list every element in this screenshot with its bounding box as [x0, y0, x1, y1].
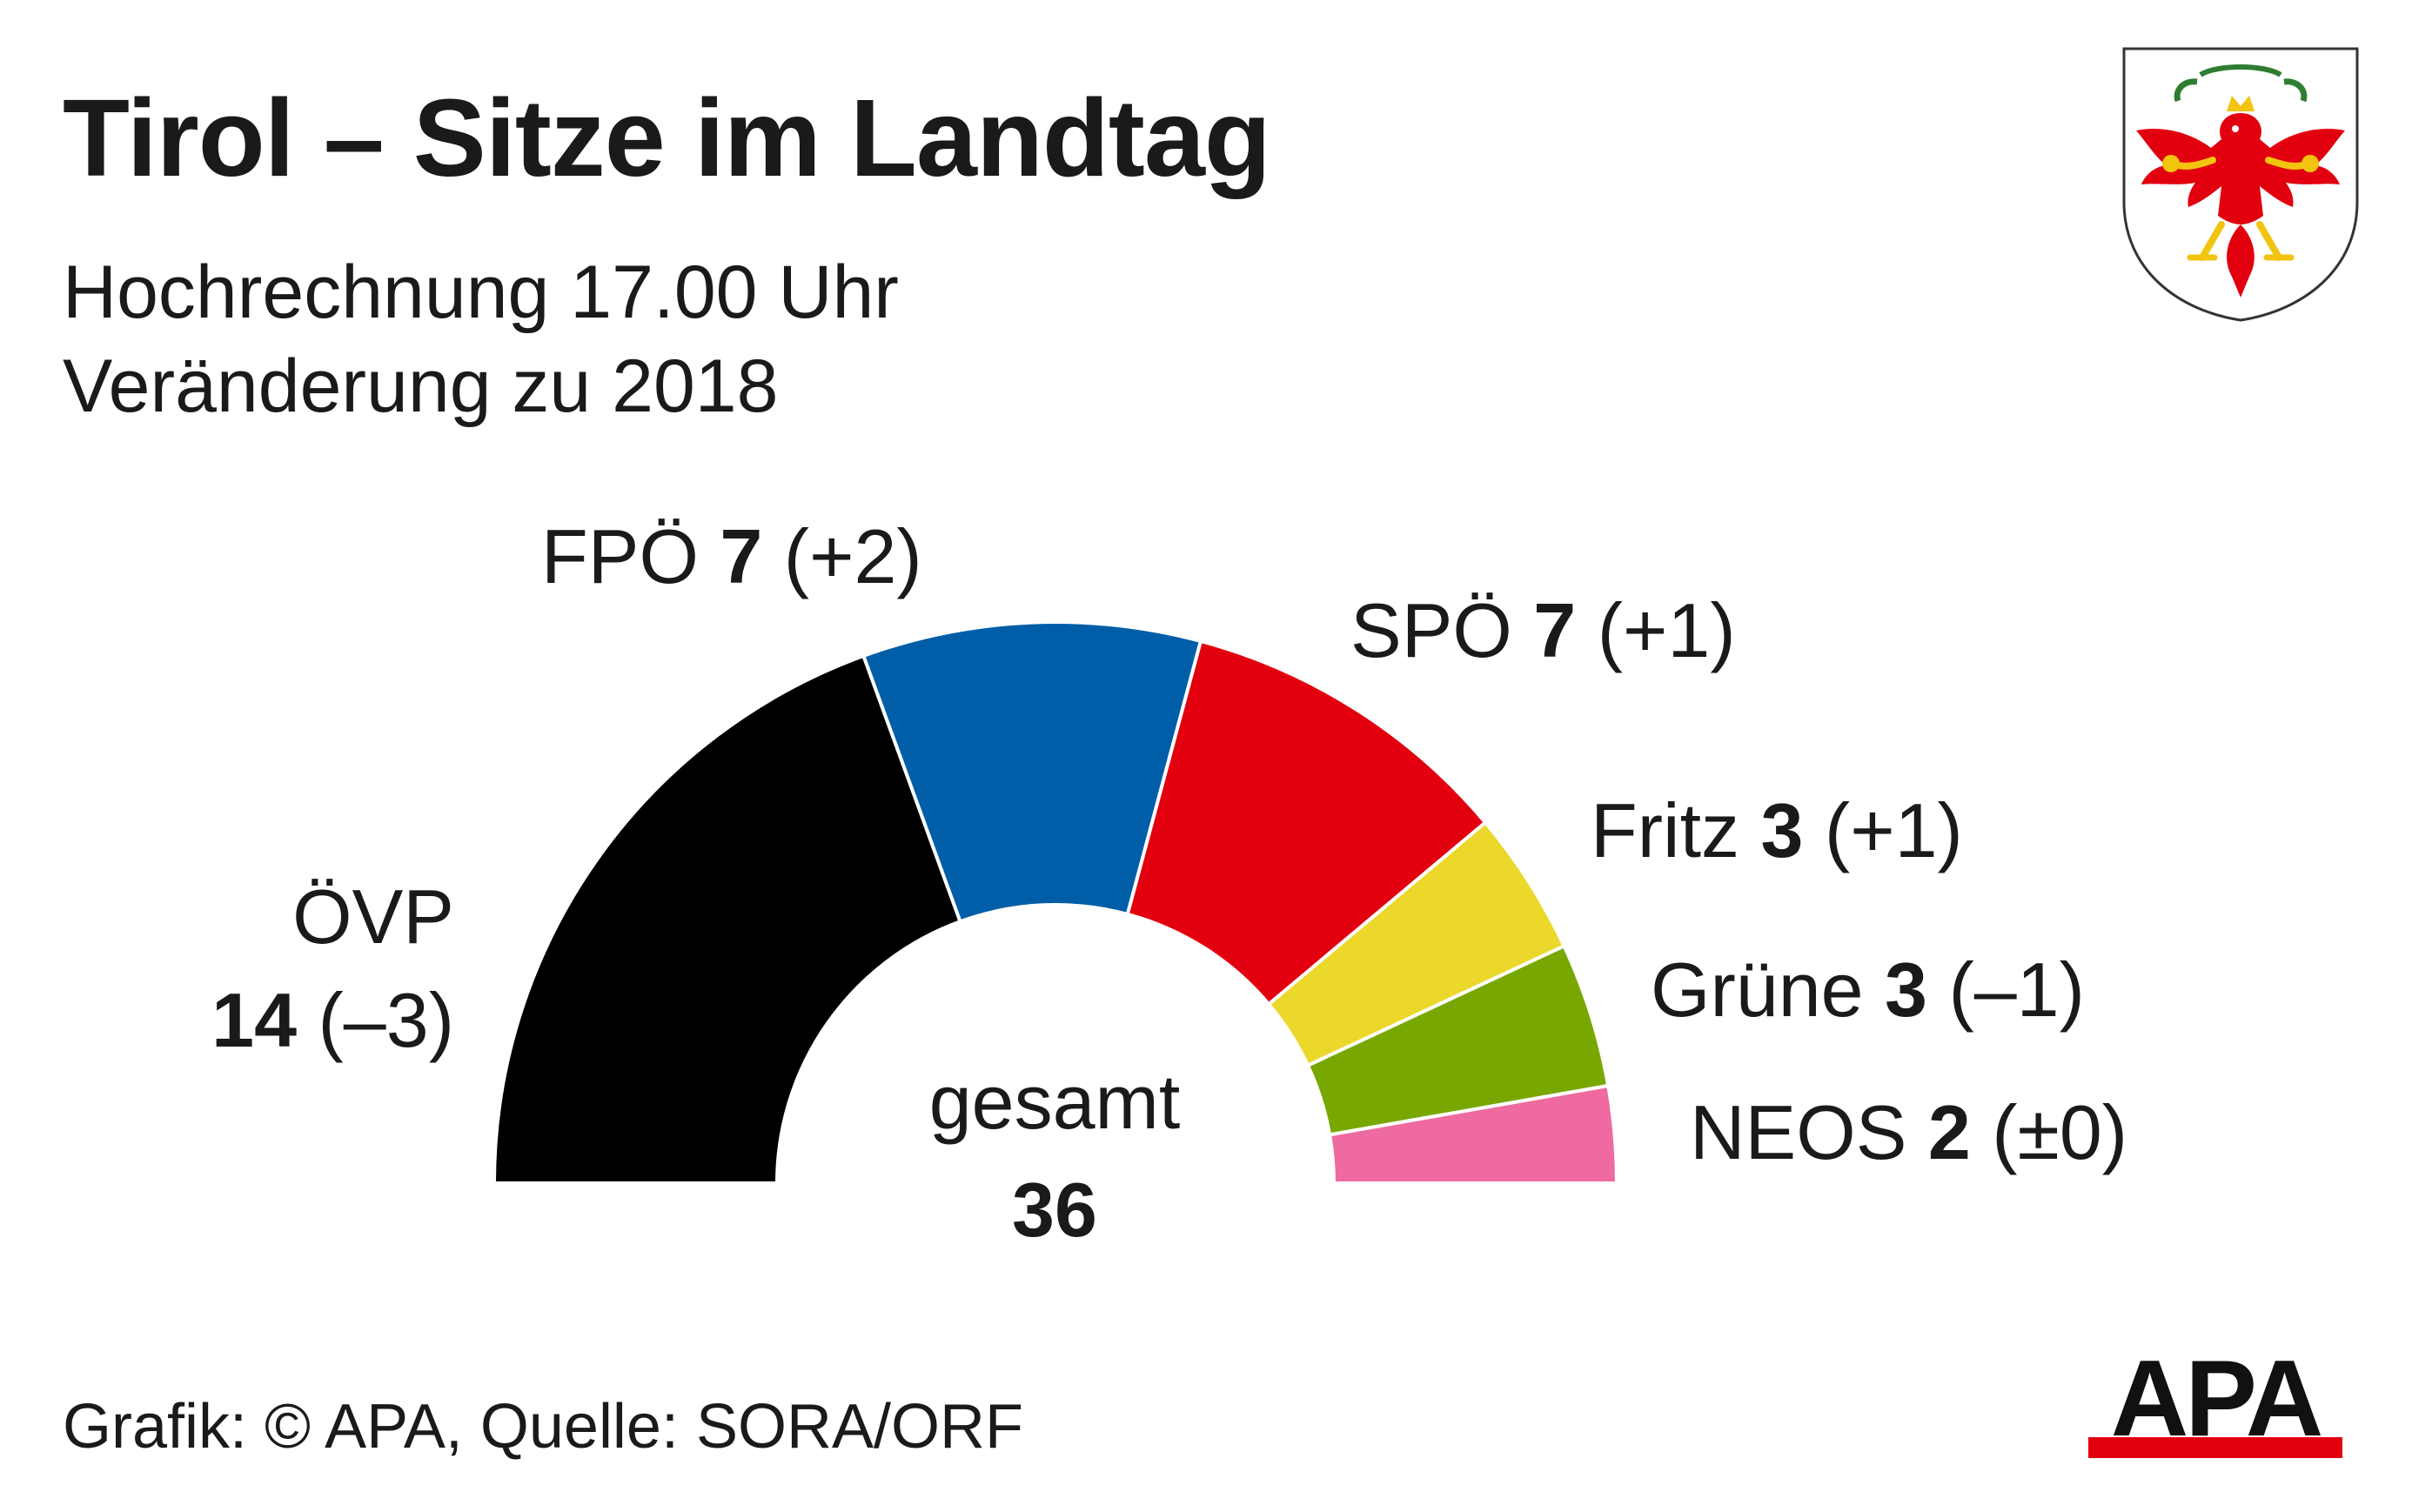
party-name: Fritz: [1591, 787, 1739, 873]
seat-segments: [492, 620, 1619, 1185]
seat-segment-0: [492, 653, 963, 1185]
party-change: (–1): [1948, 947, 2085, 1033]
source-footer: Grafik: © APA, Quelle: SORA/ORF: [63, 1392, 1024, 1462]
party-seats: 3: [1885, 947, 1927, 1033]
seat-segment-5: [1327, 1083, 1619, 1185]
chart-subtitle-line2: Veränderung zu 2018: [63, 345, 779, 428]
party-seats: 2: [1928, 1089, 1971, 1175]
party-change: (–3): [318, 977, 455, 1063]
party-name: ÖVP: [292, 873, 454, 960]
party-label-4-line-0: Grüne 3 (–1): [1651, 947, 2085, 1033]
party-seats: 3: [1761, 787, 1804, 873]
total-value: 36: [1012, 1167, 1097, 1253]
party-label-3-line-0: Fritz 3 (+1): [1591, 787, 1963, 873]
party-name: SPÖ: [1350, 587, 1512, 673]
party-name: FPÖ: [541, 513, 699, 599]
seat-segment-1: [861, 620, 1203, 924]
party-seats: 7: [720, 513, 762, 599]
party-label-0-line-0: ÖVP: [292, 873, 454, 960]
party-seats: 7: [1533, 587, 1576, 673]
tirol-crest-icon: [2122, 47, 2359, 322]
party-label-0-line-1: 14 (–3): [211, 977, 454, 1063]
party-label-1-line-0: FPÖ 7 (+2): [541, 513, 922, 599]
party-change: (+1): [1598, 587, 1736, 673]
party-label-2-line-0: SPÖ 7 (+1): [1350, 587, 1736, 673]
seat-segment-2: [1125, 639, 1488, 1007]
total-label: gesamt: [929, 1059, 1181, 1145]
chart-subtitle-line1: Hochrechnung 17.00 Uhr: [63, 251, 899, 334]
party-change: (+1): [1825, 787, 1963, 873]
apa-logo: APA: [2088, 1354, 2342, 1459]
party-change: (+2): [784, 513, 922, 599]
party-name: NEOS: [1690, 1089, 1906, 1175]
party-name: Grüne: [1651, 947, 1864, 1033]
chart-title: Tirol – Sitze im Landtag: [63, 77, 1271, 199]
party-label-5-line-0: NEOS 2 (±0): [1690, 1089, 2127, 1175]
party-change: (±0): [1992, 1089, 2127, 1175]
party-seats: 14: [211, 977, 297, 1063]
